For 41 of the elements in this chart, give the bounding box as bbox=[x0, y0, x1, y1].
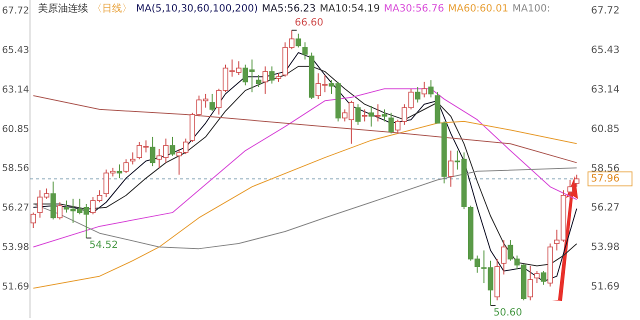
candlestick bbox=[362, 108, 368, 122]
line-series bbox=[32, 120, 578, 289]
candlestick bbox=[501, 240, 506, 275]
line-series bbox=[32, 167, 578, 250]
y-tick-label: 65.43 bbox=[2, 44, 30, 56]
y-tick-label: 56.27 bbox=[2, 202, 30, 214]
y2-tick-label: 65.43 bbox=[591, 45, 620, 56]
candlestick bbox=[448, 150, 454, 188]
chart-title: 美原油连续 bbox=[38, 2, 88, 15]
chart-subtitle: 〈日线〉 bbox=[92, 2, 132, 15]
y2-tick-label: 58.56 bbox=[591, 163, 620, 174]
y2-tick-label: 60.85 bbox=[591, 124, 620, 135]
y2-tick-label: 56.27 bbox=[591, 202, 620, 214]
candlestick bbox=[375, 104, 381, 122]
annotation: 54.52 bbox=[89, 240, 118, 252]
y-tick-label: 67.72 bbox=[2, 6, 30, 17]
text: MA10:54.19 bbox=[320, 4, 380, 15]
candlestick bbox=[494, 258, 500, 301]
y2-tick-label: 51.69 bbox=[591, 281, 620, 292]
line-series bbox=[32, 88, 578, 248]
line-series bbox=[32, 95, 578, 164]
text: MA60:60.01 bbox=[448, 4, 508, 15]
ref-line-label: 57.96 bbox=[591, 174, 620, 185]
y-tick-label: 63.14 bbox=[2, 84, 30, 96]
y-tick-label: 51.69 bbox=[2, 281, 30, 292]
candlestick bbox=[567, 179, 573, 200]
candlestick bbox=[574, 174, 580, 188]
y-tick-label: 60.85 bbox=[2, 124, 30, 135]
annotation: 50.60 bbox=[494, 307, 522, 318]
candlestick bbox=[368, 105, 374, 128]
legend-title: MA(5,10,30,60,100,200) bbox=[136, 4, 258, 15]
annotation: 66.60 bbox=[294, 17, 324, 28]
y2-tick-label: 63.14 bbox=[591, 84, 620, 96]
text: MA5:56.23 bbox=[262, 4, 316, 15]
y-tick-label: 58.56 bbox=[2, 163, 30, 174]
y-tick-label: 53.98 bbox=[2, 242, 30, 253]
candlestick bbox=[528, 265, 533, 301]
y2-tick-label: 53.98 bbox=[591, 242, 620, 254]
text: MA30:56.76 bbox=[384, 4, 444, 15]
text: MA100: bbox=[512, 4, 550, 15]
y2-tick-label: 67.72 bbox=[591, 6, 620, 17]
